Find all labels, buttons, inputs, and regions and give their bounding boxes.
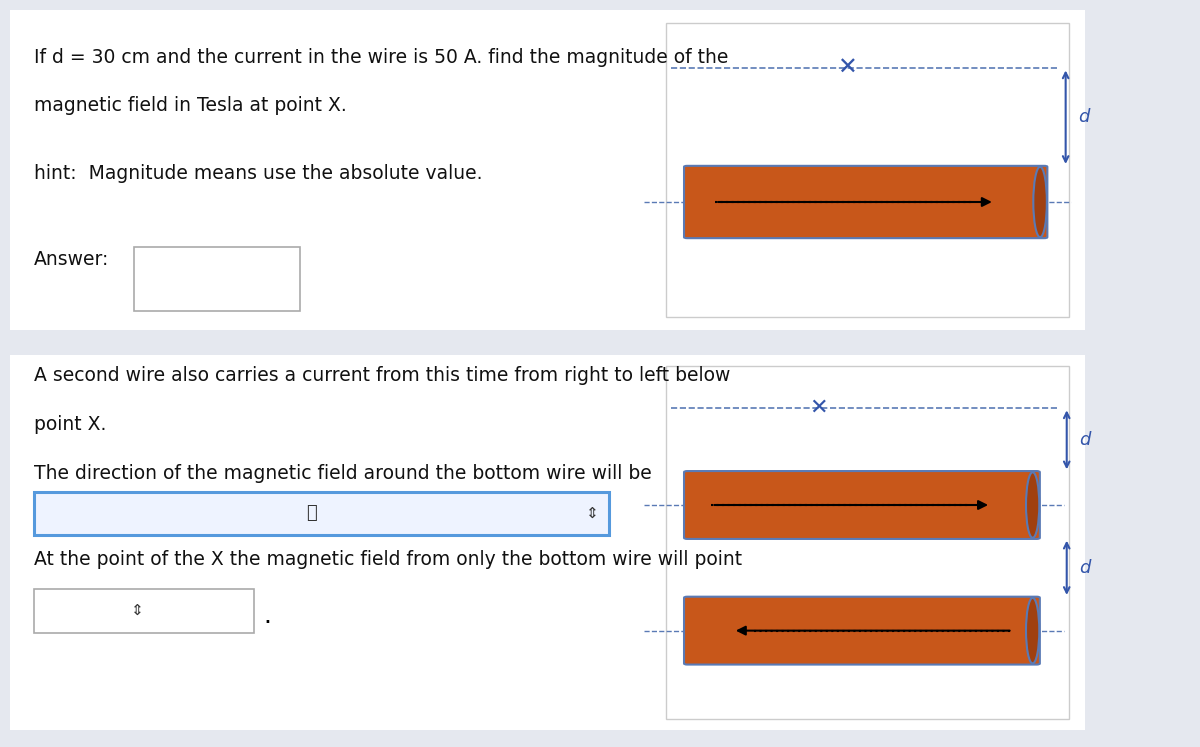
Text: ⇕: ⇕ bbox=[131, 604, 143, 619]
Text: Answer:: Answer: bbox=[34, 250, 109, 269]
FancyBboxPatch shape bbox=[666, 23, 1069, 317]
Ellipse shape bbox=[1033, 167, 1046, 238]
Text: If d = 30 cm and the current in the wire is 50 A. find the magnitude of the: If d = 30 cm and the current in the wire… bbox=[34, 49, 728, 67]
Text: d: d bbox=[1080, 559, 1091, 577]
FancyBboxPatch shape bbox=[0, 7, 1096, 333]
FancyBboxPatch shape bbox=[684, 166, 1048, 238]
Ellipse shape bbox=[1026, 472, 1039, 538]
Text: point X.: point X. bbox=[34, 415, 106, 434]
FancyBboxPatch shape bbox=[0, 351, 1096, 734]
Text: ⇕: ⇕ bbox=[587, 506, 599, 521]
FancyBboxPatch shape bbox=[34, 492, 608, 535]
FancyBboxPatch shape bbox=[133, 247, 300, 311]
Text: ✕: ✕ bbox=[838, 55, 857, 80]
Text: A second wire also carries a current from this time from right to left below: A second wire also carries a current fro… bbox=[34, 366, 730, 385]
Text: d: d bbox=[1080, 431, 1091, 449]
FancyBboxPatch shape bbox=[34, 589, 254, 633]
FancyBboxPatch shape bbox=[666, 366, 1069, 719]
Text: .: . bbox=[264, 604, 271, 627]
Text: At the point of the X the magnetic field from only the bottom wire will point: At the point of the X the magnetic field… bbox=[34, 550, 742, 569]
Text: hint:  Magnitude means use the absolute value.: hint: Magnitude means use the absolute v… bbox=[34, 164, 482, 182]
Text: magnetic field in Tesla at point X.: magnetic field in Tesla at point X. bbox=[34, 96, 347, 115]
FancyBboxPatch shape bbox=[684, 597, 1040, 665]
Text: The direction of the magnetic field around the bottom wire will be: The direction of the magnetic field arou… bbox=[34, 464, 652, 483]
FancyBboxPatch shape bbox=[684, 471, 1040, 539]
Text: d: d bbox=[1079, 108, 1090, 126]
Text: ⬧: ⬧ bbox=[306, 504, 317, 522]
Text: ✕: ✕ bbox=[810, 397, 828, 418]
Ellipse shape bbox=[1026, 598, 1039, 663]
